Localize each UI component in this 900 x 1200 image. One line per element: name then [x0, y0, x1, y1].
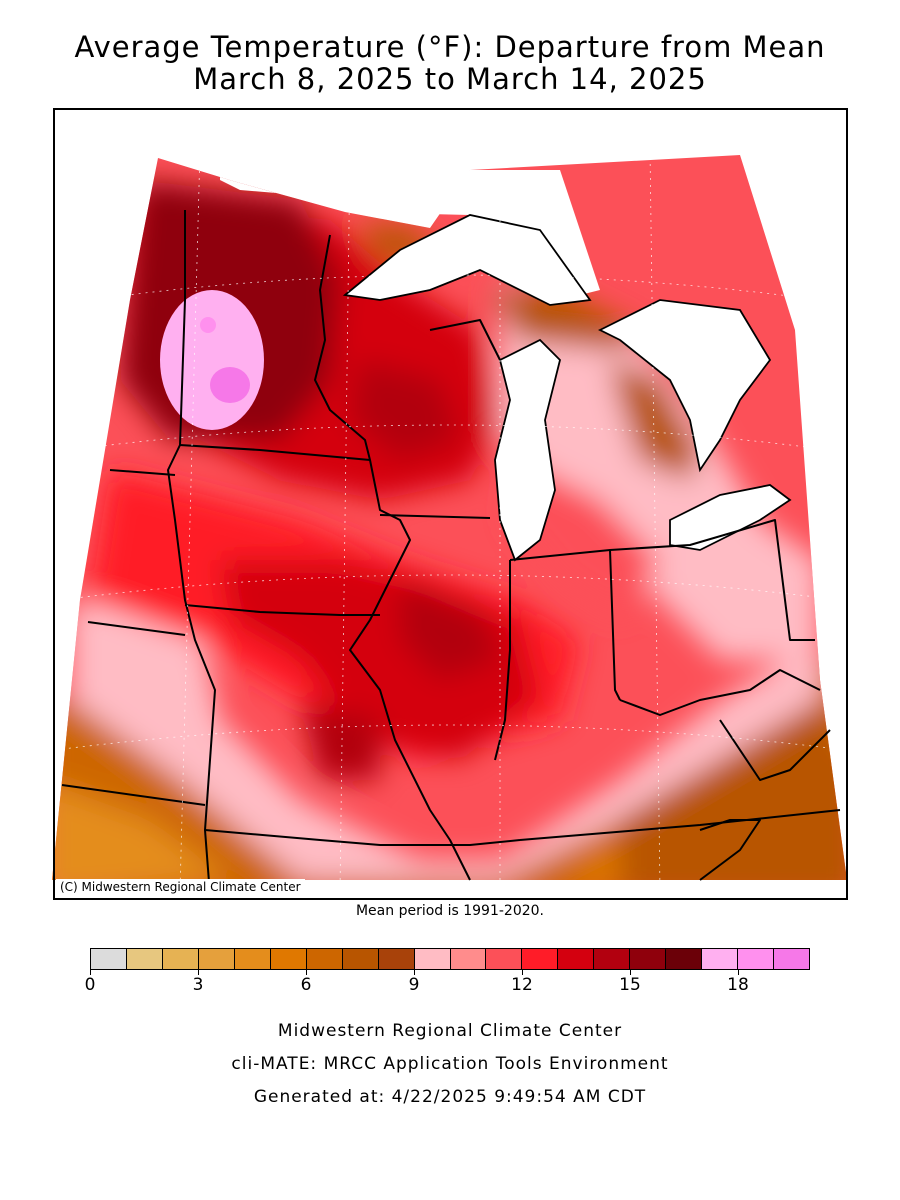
legend-swatch — [126, 949, 163, 969]
legend-swatch — [630, 949, 667, 969]
footer-generated-time: Generated at: 4/22/2025 9:49:54 AM CDT — [253, 1087, 647, 1107]
legend-swatch — [486, 949, 523, 969]
legend-swatch — [774, 949, 810, 969]
legend-tick-mark — [198, 970, 199, 975]
legend-tick-label: 3 — [192, 975, 204, 995]
legend-swatch — [666, 949, 703, 969]
legend-swatch — [522, 949, 559, 969]
map-date-range: March 8, 2025 to March 14, 2025 — [193, 62, 707, 96]
copyright-label: (C) Midwestern Regional Climate Center — [56, 879, 305, 896]
legend-swatch — [378, 949, 415, 969]
legend-swatch — [91, 949, 127, 969]
legend-tick-label: 18 — [727, 975, 749, 995]
footer-organization: Midwestern Regional Climate Center — [277, 1021, 623, 1041]
legend-tick-mark — [414, 970, 415, 975]
legend-swatch — [342, 949, 379, 969]
legend-swatch — [234, 949, 271, 969]
legend-swatch — [450, 949, 487, 969]
mean-period-note: Mean period is 1991-2020. — [355, 903, 545, 919]
legend-tick-label: 12 — [511, 975, 533, 995]
legend-tick-label: 9 — [408, 975, 420, 995]
legend-tick-mark — [738, 970, 739, 975]
legend-tick-mark — [90, 970, 91, 975]
legend-swatch — [270, 949, 307, 969]
legend-swatch — [414, 949, 451, 969]
legend-swatch — [198, 949, 235, 969]
legend-swatch — [306, 949, 343, 969]
map-title: Average Temperature (°F): Departure from… — [74, 30, 826, 64]
legend-tick-mark — [630, 970, 631, 975]
legend-ticks: 0 3 6 9 12 15 18 — [0, 970, 900, 1000]
legend-tick-mark — [306, 970, 307, 975]
legend-tick-mark — [522, 970, 523, 975]
color-legend — [90, 948, 810, 970]
legend-swatch — [162, 949, 199, 969]
legend-tick-label: 0 — [84, 975, 96, 995]
footer-tool: cli-MATE: MRCC Application Tools Environ… — [231, 1054, 669, 1074]
legend-tick-label: 6 — [300, 975, 312, 995]
legend-swatch — [738, 949, 775, 969]
legend-tick-label: 15 — [619, 975, 641, 995]
legend-swatch — [702, 949, 739, 969]
legend-swatch — [594, 949, 631, 969]
legend-swatch — [558, 949, 595, 969]
